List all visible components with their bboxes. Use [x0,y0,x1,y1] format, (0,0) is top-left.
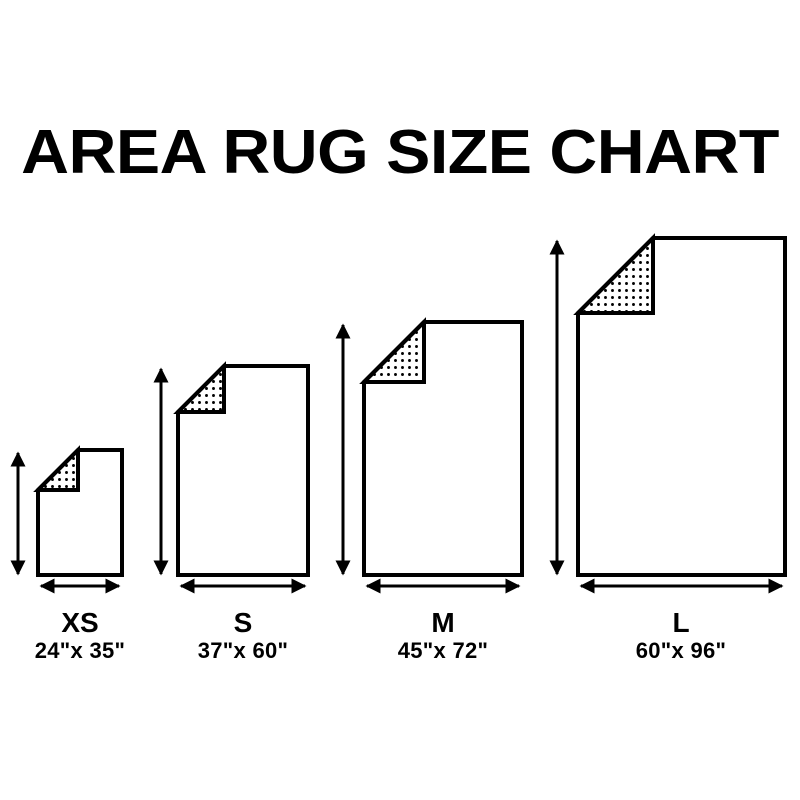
rug-figure-s [153,361,310,594]
size-letter-xs: XS [61,607,99,638]
rug-fold-outline-s [173,361,226,414]
size-label-xs: XS 24"x 35" [0,608,230,664]
size-label-s: S 37"x 60" [93,608,393,664]
size-dimensions-m: 45"x 72" [397,638,489,663]
rug-fold-outline-l [573,233,655,315]
rug-fold-outline-m [359,317,426,384]
size-dimensions-l: 60"x 96" [635,638,727,663]
size-label-m: M 45"x 72" [293,608,593,664]
page-title: AREA RUG SIZE CHART [21,118,779,187]
size-dimensions-xs: 24"x 35" [34,638,126,663]
rug-figure-xs [10,445,124,594]
rug-figure-m [335,317,524,594]
size-letter-m: M [431,607,455,638]
size-letter-l: L [672,607,690,638]
rug-figure-l [549,233,787,594]
size-label-l: L 60"x 96" [531,608,800,664]
rug-fold-outline-xs [33,445,80,492]
size-letter-s: S [233,607,253,638]
size-dimensions-s: 37"x 60" [197,638,289,663]
